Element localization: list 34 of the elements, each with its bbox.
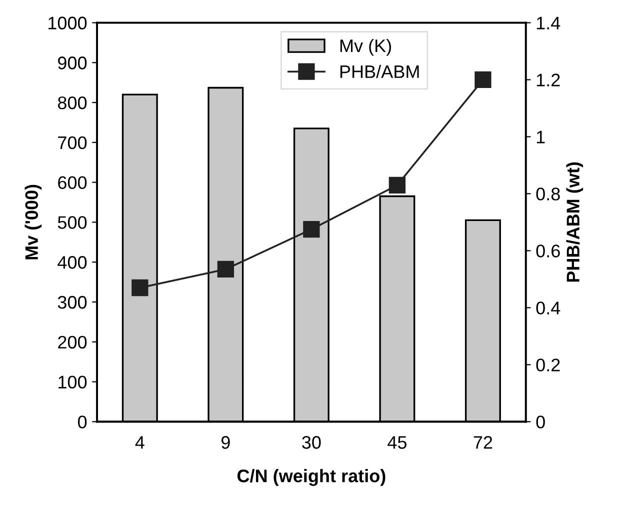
y2-tick-label: 1: [536, 130, 545, 144]
y2-tick-label: 1.4: [536, 16, 560, 30]
y-tick-label: 600: [58, 176, 87, 190]
legend-label: Mv (K): [340, 38, 391, 56]
point: [217, 260, 234, 278]
x-axis-title: C/N (weight ratio): [237, 469, 386, 486]
point: [474, 71, 492, 88]
y-tick-label: 700: [58, 136, 87, 150]
y-tick-label: 200: [58, 336, 87, 349]
y-axis-title: Mv ('000): [24, 184, 42, 260]
x-tick-label: 9: [222, 436, 230, 449]
y2-tick-label: 0.8: [536, 188, 560, 200]
x-tick-label: 72: [474, 436, 492, 449]
point: [132, 279, 148, 296]
y2-tick-label: 1.2: [536, 74, 560, 86]
y2-tick-label: 0.2: [536, 358, 560, 372]
x-tick-label: 30: [302, 436, 321, 449]
y2-tick-label: 0.4: [536, 302, 560, 314]
y-tick-label: 500: [58, 216, 87, 229]
y-tick-label: 400: [58, 256, 87, 269]
y-tick-label: 800: [58, 96, 87, 110]
y-tick-label: 1000: [48, 16, 87, 30]
y2-tick-label: 0.6: [536, 244, 560, 258]
y2-tick-label: 0: [536, 416, 545, 428]
y-tick-label: 300: [58, 296, 87, 309]
y-tick-label: 100: [58, 376, 87, 388]
x-tick-label: 45: [388, 436, 406, 449]
y-tick-label: 900: [58, 56, 87, 70]
legend-label: PHB/ABM: [340, 64, 419, 78]
point: [303, 220, 320, 238]
point: [388, 176, 406, 194]
y-tick-label: 0: [78, 416, 87, 428]
y2-axis-title: PHB/ABM (wt): [566, 162, 584, 282]
x-tick-label: 4: [135, 436, 144, 449]
